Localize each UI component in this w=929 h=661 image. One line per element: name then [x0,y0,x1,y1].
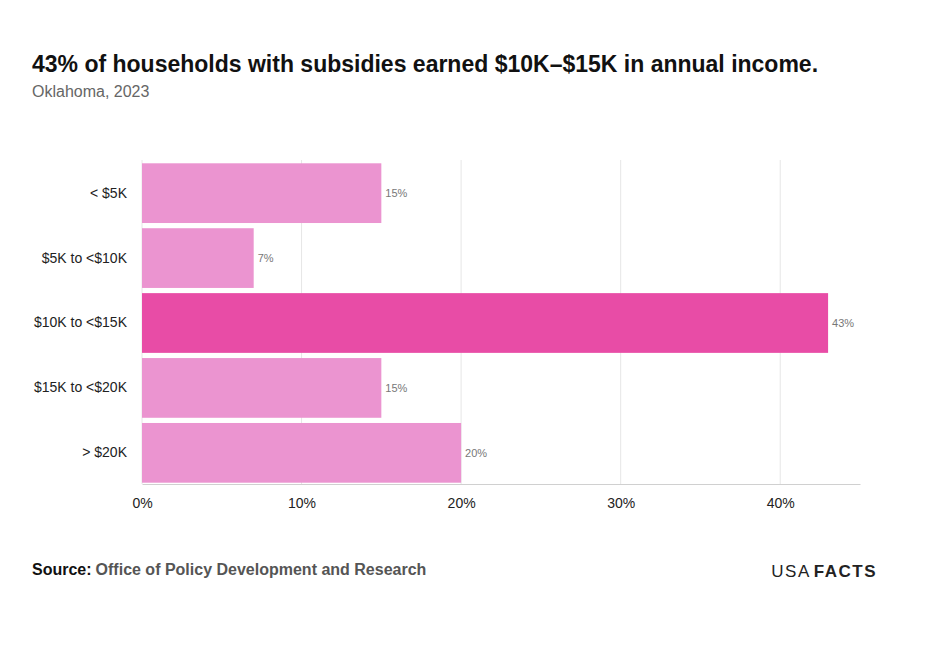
data-labels: 15% 7% 43% 15% 20% [258,187,855,459]
tick-label: 40% [767,495,795,511]
axis-line [143,484,861,485]
subtitle: Oklahoma, 2023 [32,83,150,100]
bars [142,163,828,482]
category-tick: $15K to <$20K [34,379,142,395]
tick-label: 20% [448,495,476,511]
tick: 40% [767,484,795,511]
tick: 10% [288,484,316,511]
tick-label: 30% [607,495,635,511]
tick-label: 0% [132,495,152,511]
title: 43% of households with subsidies earned … [32,51,818,77]
brand: USAFACTS [771,562,877,581]
category-tick: > $20K [82,444,142,460]
data-label: 43% [832,317,854,329]
chart: 43% of households with subsidies earned … [0,0,929,661]
data-label: 20% [465,447,487,459]
data-label: 15% [385,187,407,199]
category-tick: $10K to <$15K [34,314,142,330]
data-label: 7% [258,252,274,264]
bar [142,163,381,223]
y-axis: < $5K $5K to <$10K $10K to <$15K $15K to <$… [34,185,142,461]
tick: 30% [607,484,635,511]
brand-bold: FACTS [814,562,877,581]
category-label: > $20K [82,444,127,460]
category-label: $5K to <$10K [42,250,128,266]
source: Source:Office of Policy Development and … [32,561,426,578]
bar [142,358,381,418]
category-tick: $5K to <$10K [42,250,142,266]
source-label: Source: [32,561,92,578]
bar [142,293,828,353]
source-text: Office of Policy Development and Researc… [96,561,427,578]
tick: 20% [448,484,476,511]
category-label: $15K to <$20K [34,379,128,395]
brand-light: USA [771,562,810,581]
data-label: 15% [385,382,407,394]
bar [142,228,254,288]
bar [142,423,461,483]
category-label: $10K to <$15K [34,314,128,330]
x-axis: 0% 10% 20% 30% 40% [132,484,860,511]
tick-label: 10% [288,495,316,511]
category-tick: < $5K [90,185,142,201]
tick: 0% [132,484,152,511]
category-label: < $5K [90,185,128,201]
